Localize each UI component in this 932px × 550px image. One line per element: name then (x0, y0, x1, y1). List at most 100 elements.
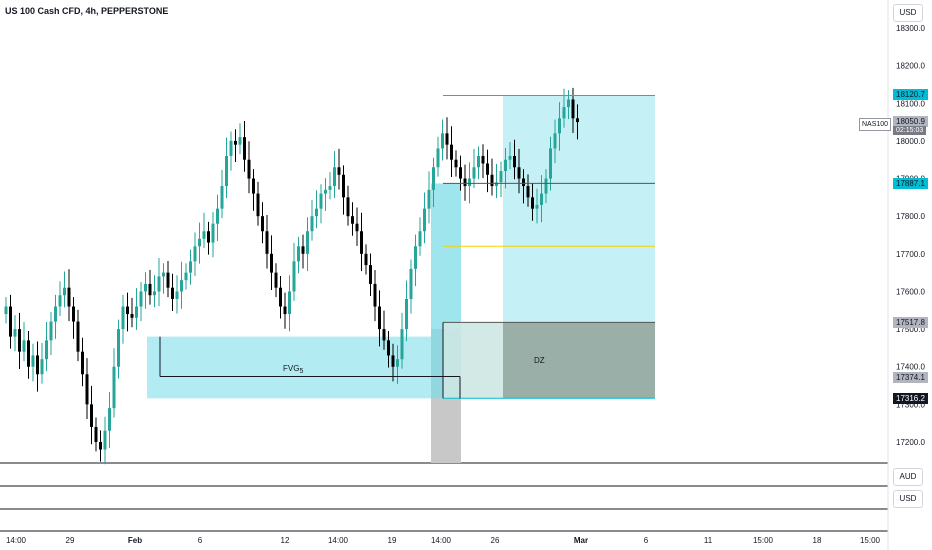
candle-body (279, 287, 282, 307)
candle-body (576, 118, 579, 123)
candle-body (256, 193, 260, 217)
candle-body (319, 193, 323, 209)
candle-body (9, 306, 12, 337)
x-tick-label: 12 (281, 536, 290, 545)
price-tag-box-top: 18120.7 (893, 89, 928, 100)
price-tag-mid: 17887.1 (893, 178, 928, 189)
candle-body (333, 167, 336, 187)
x-tick-label: 6 (644, 536, 649, 545)
candle-body (562, 107, 566, 119)
candle-body (270, 253, 273, 273)
x-tick-label: 29 (66, 536, 75, 545)
candle-body (130, 314, 134, 318)
candle-body (490, 174, 494, 187)
candle-body (45, 340, 48, 360)
x-tick-label: Feb (128, 536, 142, 545)
candle-body (441, 133, 444, 149)
chart-zones (0, 0, 889, 550)
candle-body (171, 287, 174, 299)
dz-label: DZ (534, 356, 545, 365)
fvg-label: FVG5 (283, 364, 303, 375)
price-axis: 18300.018200.018100.018000.017900.017800… (896, 24, 925, 447)
candle-body (400, 329, 404, 360)
x-tick-label: 14:00 (328, 536, 349, 545)
currency-button-pane3[interactable]: USD (893, 490, 923, 508)
candle-body (328, 186, 332, 190)
x-tick-label: 14:00 (431, 536, 452, 545)
candle-body (27, 340, 30, 367)
candle-body (418, 231, 422, 247)
candle-body (463, 178, 467, 187)
x-tick-label: 26 (491, 536, 500, 545)
currency-button-main[interactable]: USD (893, 4, 923, 22)
candle-body (409, 268, 413, 299)
candle-body (229, 140, 233, 156)
candle-body (517, 167, 521, 179)
candle-body (571, 99, 575, 119)
target-zone (503, 95, 655, 323)
candle-body (189, 261, 192, 273)
candle-body (126, 306, 129, 315)
candle-body (540, 193, 543, 205)
candle-body (513, 155, 516, 168)
candle-body (234, 140, 237, 145)
symbol-tag: NAS100 (859, 118, 892, 131)
candle-body (315, 208, 318, 217)
y-tick-label: 17500.0 (896, 325, 925, 334)
candle-body (486, 163, 489, 175)
candle-body (423, 208, 426, 232)
y-tick-label: 17300.0 (896, 400, 925, 409)
candle-body (117, 329, 120, 367)
y-tick-label: 18000.0 (896, 137, 925, 146)
candle-body (360, 231, 363, 254)
candle-body (567, 99, 570, 108)
candle-body (207, 231, 210, 243)
candle-body (301, 246, 305, 254)
candle-body (549, 148, 552, 179)
candle-body (414, 246, 417, 269)
candle-body (31, 355, 35, 367)
candle-body (63, 287, 66, 296)
x-tick-label: 19 (388, 536, 397, 545)
y-tick-label: 17600.0 (896, 287, 925, 296)
candle-body (90, 404, 93, 427)
candle-body (13, 329, 17, 337)
candle-body (72, 306, 75, 322)
candle-body (369, 265, 372, 284)
candle-body (526, 186, 530, 198)
candle-body (346, 197, 350, 217)
candle-body (121, 306, 125, 330)
level-lines (159, 94, 655, 399)
candle-body (180, 280, 183, 292)
candle-body (364, 253, 368, 266)
candle-body (450, 144, 453, 160)
candle-body (202, 231, 206, 239)
candle-body (553, 133, 557, 149)
currency-button-pane2[interactable]: AUD (893, 468, 923, 486)
candle-body (378, 306, 381, 330)
candle-body (144, 283, 147, 292)
candle-body (454, 159, 458, 168)
y-tick-label: 18200.0 (896, 62, 925, 71)
candle-body (337, 167, 341, 175)
candle-body (216, 208, 219, 224)
candle-body (49, 321, 53, 341)
candle-body (297, 246, 300, 262)
candle-body (495, 182, 498, 187)
x-tick-label: 15:00 (860, 536, 881, 545)
candle-body (544, 178, 548, 194)
y-tick-label: 18100.0 (896, 99, 925, 108)
y-tick-label: 17700.0 (896, 250, 925, 259)
candle-body (54, 306, 57, 322)
candle-body (261, 216, 264, 232)
candle-body (67, 287, 71, 307)
candle-body (351, 216, 354, 224)
time-axis: 14:00 29 Feb 6 12 14:00 19 14:00 26 Mar 6 11 15:00 18… (6, 536, 881, 545)
x-tick-label: 11 (704, 536, 713, 545)
candle-body (558, 118, 561, 134)
candle-body (405, 298, 408, 330)
candle-body (76, 321, 80, 352)
candle-body (81, 351, 84, 375)
candle-body (238, 137, 242, 145)
